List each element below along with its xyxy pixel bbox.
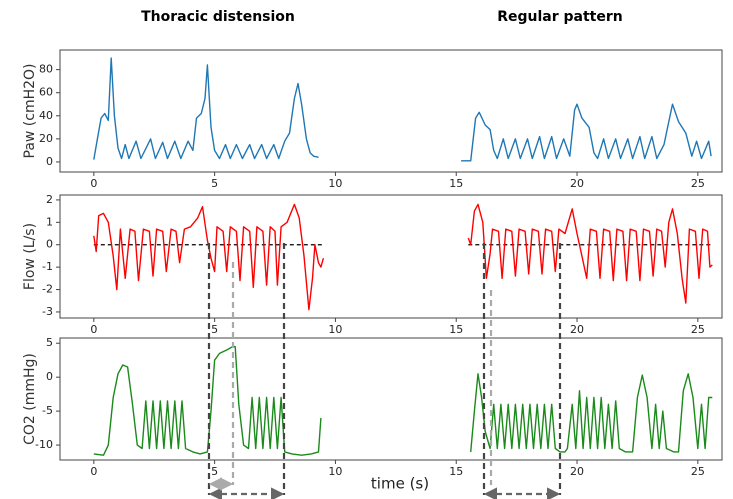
x-tick-label: 10: [328, 465, 342, 478]
plot-frame: [59, 337, 723, 461]
y-tick-label: 20: [39, 132, 53, 145]
x-tick-label: 0: [90, 465, 97, 478]
trace: [93, 57, 712, 162]
x-tick-label: 25: [691, 177, 705, 190]
y-tick-label: 0: [46, 155, 53, 168]
x-tick-label: 0: [90, 323, 97, 336]
y-tick-label: 1: [46, 215, 53, 228]
x-tick-label: 5: [211, 323, 218, 336]
y-tick-label: 5: [46, 336, 53, 349]
y-tick-label: -2: [42, 283, 53, 296]
x-tick-label: 0: [90, 177, 97, 190]
x-tick-label: 15: [449, 323, 463, 336]
plot-frame: [59, 194, 723, 319]
y-tick-label: 80: [39, 63, 53, 76]
column-title: Regular pattern: [497, 9, 623, 25]
y-tick-label: 0: [46, 370, 53, 383]
x-tick-label: 10: [328, 323, 342, 336]
x-tick-label: 15: [449, 465, 463, 478]
x-tick-label: 5: [211, 177, 218, 190]
trace: [93, 345, 713, 456]
x-tick-label: 15: [449, 177, 463, 190]
y-tick-label: 40: [39, 109, 53, 122]
x-tick-label: 20: [570, 177, 584, 190]
y-axis-label: Flow (L/s): [22, 223, 38, 290]
y-axis-label: CO2 (mmHg): [22, 353, 38, 445]
x-tick-label: 20: [570, 323, 584, 336]
y-axis-label: Paw (cmH2O): [22, 63, 38, 158]
y-tick-label: 60: [39, 86, 53, 99]
x-tick-label: 10: [328, 177, 342, 190]
y-tick-label: -10: [35, 438, 53, 451]
trace: [93, 203, 713, 311]
y-tick-label: -5: [42, 404, 53, 417]
plot-frame: [59, 49, 723, 173]
x-tick-label: 20: [570, 465, 584, 478]
timing-annotations: [207, 243, 562, 499]
column-title: Thoracic distension: [141, 9, 295, 25]
x-tick-label: 25: [691, 465, 705, 478]
y-tick-label: -1: [42, 260, 53, 273]
y-tick-label: -3: [42, 305, 53, 318]
x-tick-label: 25: [691, 323, 705, 336]
y-tick-label: 2: [46, 193, 53, 206]
y-tick-label: 0: [46, 238, 53, 251]
x-axis-label: time (s): [371, 475, 429, 493]
x-tick-label: 5: [211, 465, 218, 478]
